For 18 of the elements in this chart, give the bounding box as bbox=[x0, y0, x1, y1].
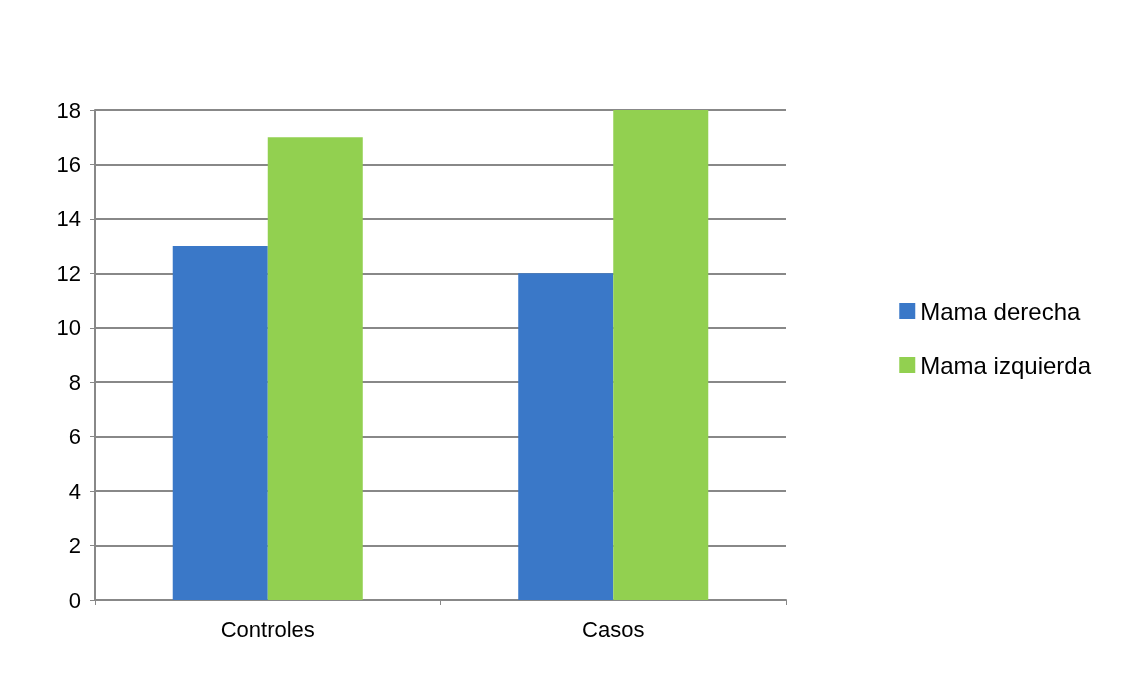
y-tick-label: 18 bbox=[56, 97, 81, 123]
y-tick-label: 4 bbox=[68, 478, 81, 504]
y-tick-label: 2 bbox=[68, 533, 81, 559]
bar bbox=[267, 137, 363, 600]
x-tick-label: Controles bbox=[220, 616, 315, 642]
y-tick-label: 10 bbox=[56, 315, 81, 341]
legend-label: Mama izquierda bbox=[920, 351, 1092, 379]
bar bbox=[172, 246, 268, 600]
bar bbox=[518, 273, 614, 600]
y-tick-label: 16 bbox=[56, 151, 81, 177]
bar bbox=[613, 110, 709, 600]
y-tick-label: 0 bbox=[68, 587, 81, 613]
x-tick-label: Casos bbox=[582, 616, 645, 642]
y-tick-label: 6 bbox=[68, 424, 81, 450]
y-tick-label: 14 bbox=[56, 206, 81, 232]
y-tick-label: 8 bbox=[68, 369, 81, 395]
legend-label: Mama derecha bbox=[920, 297, 1081, 325]
y-tick-label: 12 bbox=[56, 260, 81, 286]
